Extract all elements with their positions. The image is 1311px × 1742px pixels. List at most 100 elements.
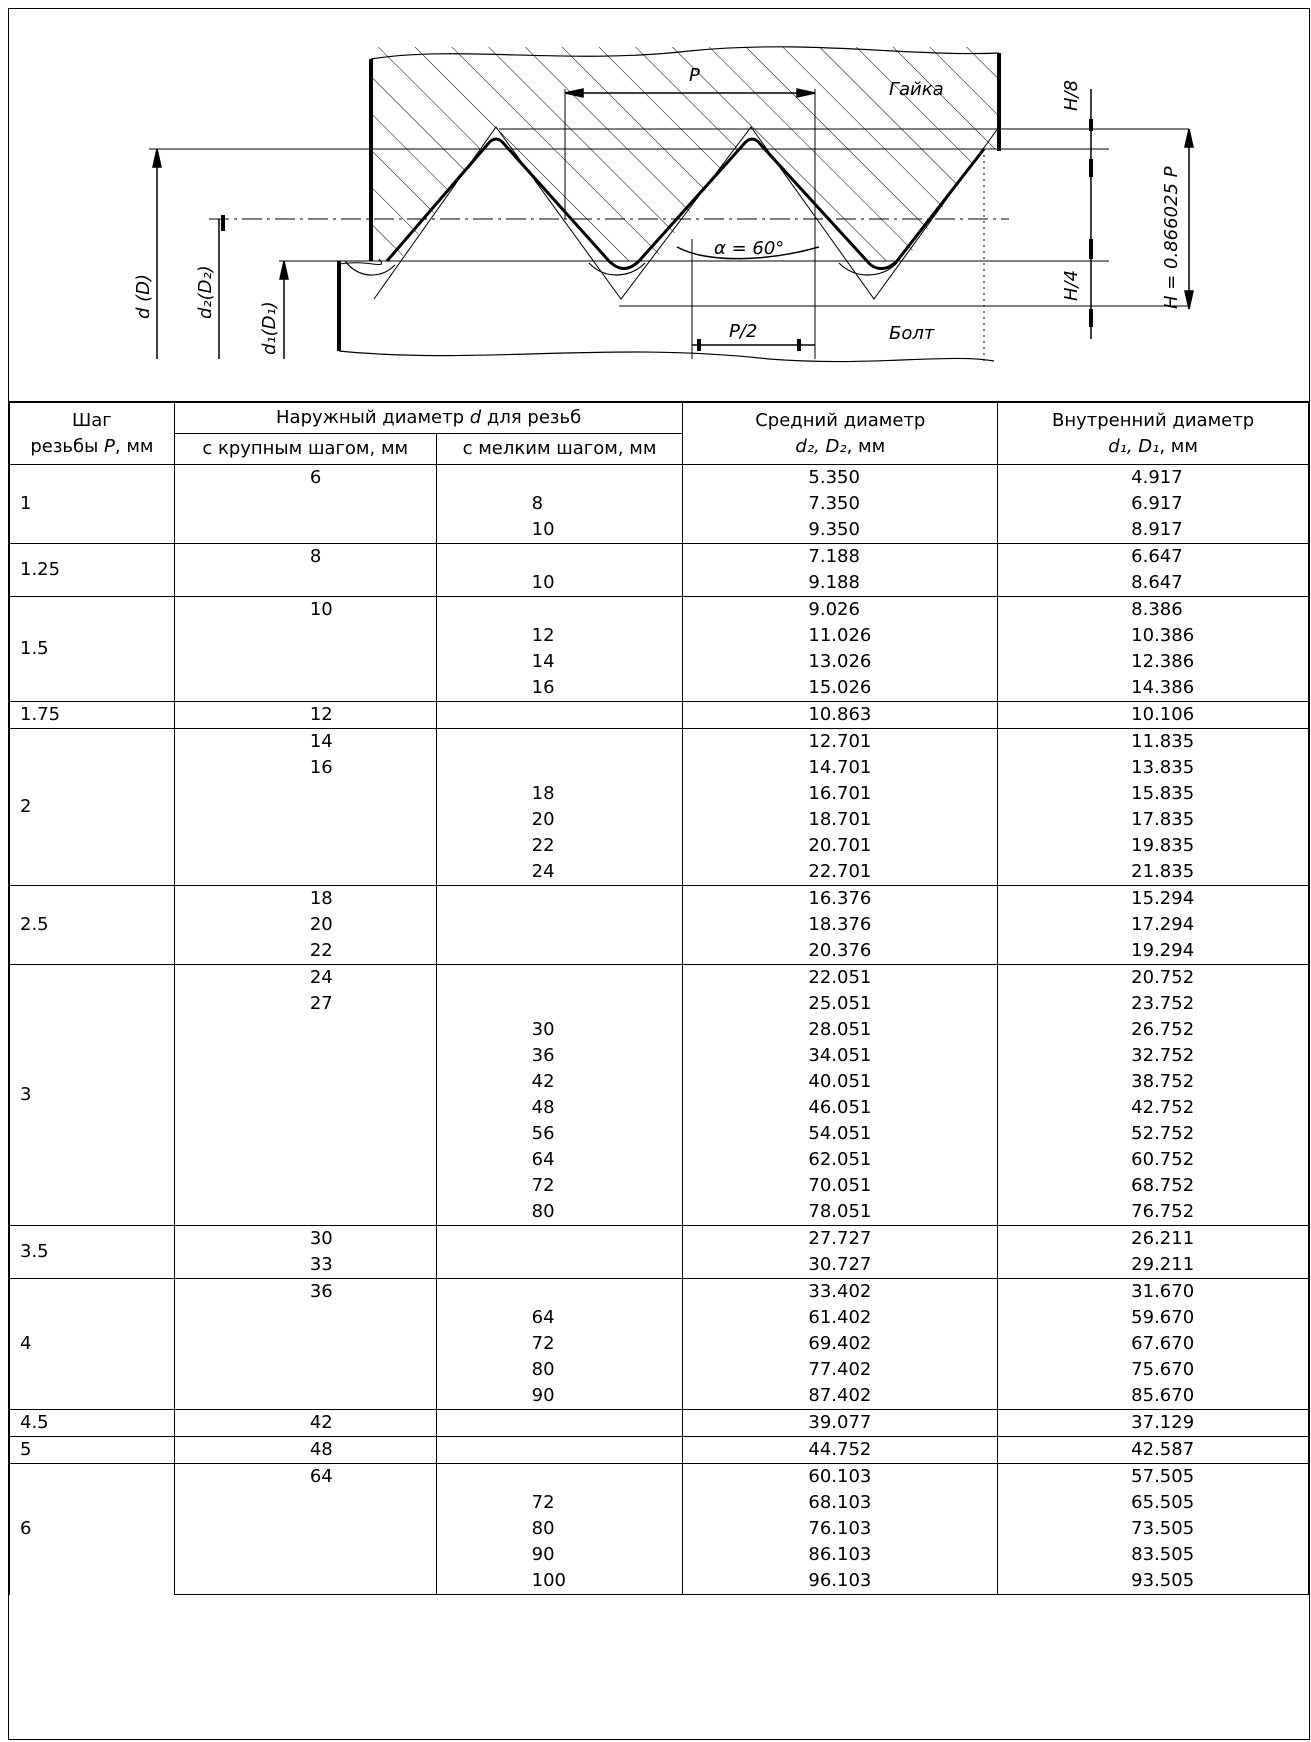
table-row: 4.5 42 39.077 37.129 — [9, 1409, 1309, 1437]
mid-cell: 16.376 — [682, 885, 999, 912]
coarse-cell — [173, 1069, 437, 1095]
coarse-cell — [173, 570, 437, 597]
table-row: 42 40.051 38.752 — [10, 1069, 1309, 1095]
nut-label: Гайка — [889, 79, 944, 100]
fine-cell: 72 — [435, 1490, 684, 1516]
mid-cell: 77.402 — [682, 1357, 999, 1383]
header-coarse: с крупным шагом, мм — [173, 433, 437, 465]
mid-cell: 15.026 — [682, 675, 999, 702]
inner-cell: 6.917 — [997, 491, 1309, 517]
mid-cell: 28.051 — [682, 1017, 999, 1043]
fine-cell: 10 — [435, 517, 684, 544]
table-row: 14 13.026 12.386 — [10, 649, 1309, 675]
table-row: 1 6 5.350 4.917 — [9, 464, 1309, 544]
fine-cell: 72 — [435, 1331, 684, 1357]
table-row: 64 61.402 59.670 — [10, 1305, 1309, 1331]
table-row: 3.5 30 27.727 26.211 — [9, 1225, 1309, 1279]
mid-cell: 78.051 — [682, 1199, 999, 1226]
inner-cell: 26.211 — [997, 1225, 1309, 1252]
mid-cell: 12.701 — [682, 728, 999, 755]
fine-cell — [435, 543, 684, 570]
coarse-cell — [173, 1383, 437, 1410]
mid-cell: 61.402 — [682, 1305, 999, 1331]
coarse-cell — [173, 1516, 437, 1542]
coarse-cell — [173, 1017, 437, 1043]
thread-profile — [344, 126, 1000, 300]
coarse-cell — [173, 833, 437, 859]
mid-cell: 70.051 — [682, 1173, 999, 1199]
header-inner-diameter: Внутренний диаметр d₁, D₁, мм — [997, 402, 1309, 465]
fine-cell: 14 — [435, 649, 684, 675]
coarse-cell — [173, 1173, 437, 1199]
thread-dimensions-table: Шаг резьбы P, мм Наружный диаметр d для … — [9, 402, 1309, 1595]
coarse-cell: 8 — [173, 543, 437, 570]
coarse-cell: 14 — [173, 728, 437, 755]
inner-cell: 10.106 — [997, 701, 1309, 729]
inner-cell: 73.505 — [997, 1516, 1309, 1542]
fine-cell: 64 — [435, 1305, 684, 1331]
coarse-cell — [173, 1542, 437, 1568]
table-row: 5 48 44.752 42.587 — [9, 1436, 1309, 1464]
pitch-cell: 1.25 — [9, 543, 175, 597]
table-row: 27 25.051 23.752 — [10, 991, 1309, 1017]
pitch-cell: 5 — [9, 1436, 175, 1464]
inner-cell: 26.752 — [997, 1017, 1309, 1043]
table-row: 56 54.051 52.752 — [10, 1121, 1309, 1147]
coarse-cell — [173, 675, 437, 702]
fine-cell: 8 — [435, 491, 684, 517]
inner-cell: 4.917 — [997, 464, 1309, 491]
inner-cell: 52.752 — [997, 1121, 1309, 1147]
fine-cell — [435, 912, 684, 938]
mid-cell: 11.026 — [682, 623, 999, 649]
dimension-lines — [152, 88, 1194, 359]
inner-cell: 42.752 — [997, 1095, 1309, 1121]
fine-cell: 90 — [435, 1542, 684, 1568]
header-fine: с мелким шагом, мм — [435, 433, 684, 465]
inner-cell: 67.670 — [997, 1331, 1309, 1357]
table-row: 80 78.051 76.752 — [10, 1199, 1309, 1226]
inner-cell: 31.670 — [997, 1278, 1309, 1305]
fine-cell: 20 — [435, 807, 684, 833]
mid-cell: 14.701 — [682, 755, 999, 781]
inner-cell: 8.647 — [997, 570, 1309, 597]
fine-cell — [435, 728, 684, 755]
h8-label: H/8 — [1061, 80, 1082, 111]
mid-cell: 9.026 — [682, 596, 999, 623]
coarse-cell — [173, 623, 437, 649]
table-row: 4 36 33.402 31.670 — [9, 1278, 1309, 1410]
table-row: 8 7.350 6.917 — [10, 491, 1309, 517]
half-pitch-label: P/2 — [729, 321, 757, 342]
angle-label: α = 60° — [714, 238, 784, 259]
table-row: 90 86.103 83.505 — [10, 1542, 1309, 1568]
table-row: 30 28.051 26.752 — [10, 1017, 1309, 1043]
table-row: 72 70.051 68.752 — [10, 1173, 1309, 1199]
mid-cell: 87.402 — [682, 1383, 999, 1410]
coarse-cell — [173, 781, 437, 807]
mid-cell: 76.103 — [682, 1516, 999, 1542]
mid-diameter-label: d₂(D₂) — [195, 265, 216, 319]
header-mid-diameter: Средний диаметр d₂, D₂, мм — [682, 402, 999, 465]
fine-cell: 12 — [435, 623, 684, 649]
inner-cell: 19.294 — [997, 938, 1309, 965]
bolt-label: Болт — [889, 323, 935, 344]
pitch-cell: 3 — [9, 964, 175, 1226]
coarse-cell — [173, 491, 437, 517]
inner-cell: 38.752 — [997, 1069, 1309, 1095]
fine-cell: 56 — [435, 1121, 684, 1147]
table-row: 20 18.701 17.835 — [10, 807, 1309, 833]
inner-cell: 20.752 — [997, 964, 1309, 991]
inner-cell: 15.294 — [997, 885, 1309, 912]
fine-cell: 30 — [435, 1017, 684, 1043]
table-row: 24 22.701 21.835 — [10, 859, 1309, 886]
fine-cell: 90 — [435, 1383, 684, 1410]
mid-cell: 5.350 — [682, 464, 999, 491]
coarse-cell: 16 — [173, 755, 437, 781]
inner-cell: 14.386 — [997, 675, 1309, 702]
fine-cell — [435, 991, 684, 1017]
mid-cell: 10.863 — [682, 701, 999, 729]
mid-cell: 18.376 — [682, 912, 999, 938]
inner-cell: 60.752 — [997, 1147, 1309, 1173]
inner-cell: 83.505 — [997, 1542, 1309, 1568]
pitch-cell: 4.5 — [9, 1409, 175, 1437]
table-row: 12 11.026 10.386 — [10, 623, 1309, 649]
